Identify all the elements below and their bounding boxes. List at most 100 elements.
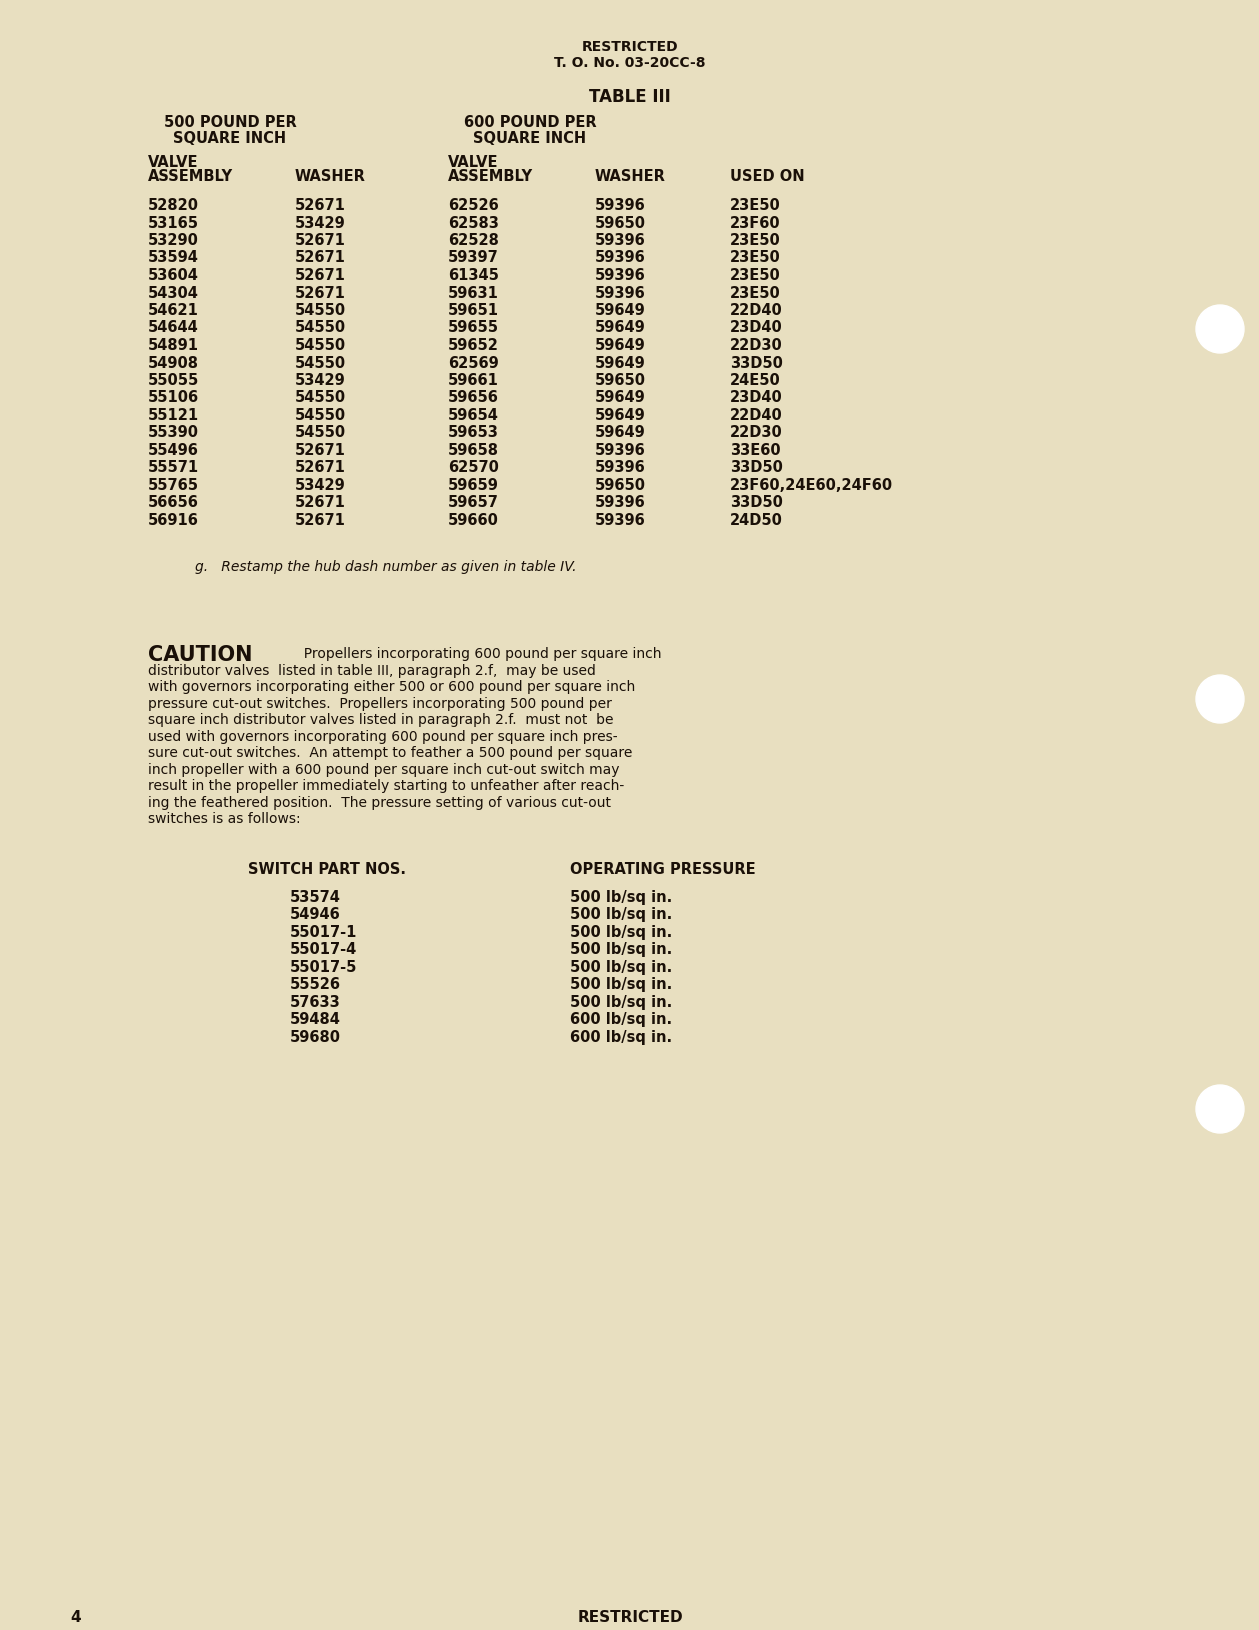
Text: 600 lb/sq in.: 600 lb/sq in.	[570, 1012, 672, 1027]
Text: 59680: 59680	[290, 1030, 341, 1045]
Text: 23E50: 23E50	[730, 251, 781, 266]
Text: 23E50: 23E50	[730, 267, 781, 284]
Text: SQUARE INCH: SQUARE INCH	[473, 130, 587, 147]
Circle shape	[1196, 306, 1244, 354]
Text: 22D30: 22D30	[730, 337, 783, 352]
Text: 500 POUND PER: 500 POUND PER	[164, 116, 296, 130]
Text: 500 lb/sq in.: 500 lb/sq in.	[570, 994, 672, 1009]
Text: 52671: 52671	[295, 513, 346, 528]
Text: ing the feathered position.  The pressure setting of various cut-out: ing the feathered position. The pressure…	[149, 795, 611, 810]
Text: 52671: 52671	[295, 251, 346, 266]
Text: VALVE: VALVE	[448, 155, 499, 170]
Text: 23D40: 23D40	[730, 321, 783, 336]
Text: switches is as follows:: switches is as follows:	[149, 812, 301, 826]
Text: 55390: 55390	[149, 425, 199, 440]
Text: 59650: 59650	[596, 478, 646, 492]
Text: 59396: 59396	[596, 460, 646, 476]
Text: 59631: 59631	[448, 285, 499, 300]
Text: 24E50: 24E50	[730, 373, 781, 388]
Text: 61345: 61345	[448, 267, 499, 284]
Text: pressure cut-out switches.  Propellers incorporating 500 pound per: pressure cut-out switches. Propellers in…	[149, 696, 612, 711]
Text: 54304: 54304	[149, 285, 199, 300]
Text: 52671: 52671	[295, 267, 346, 284]
Text: 59656: 59656	[448, 390, 499, 406]
Text: 22D40: 22D40	[730, 408, 783, 422]
Text: 54946: 54946	[290, 906, 341, 923]
Text: SWITCH PART NOS.: SWITCH PART NOS.	[248, 862, 405, 877]
Text: 55017-5: 55017-5	[290, 960, 358, 975]
Text: 57633: 57633	[290, 994, 341, 1009]
Text: 500 lb/sq in.: 500 lb/sq in.	[570, 924, 672, 939]
Text: 59397: 59397	[448, 251, 499, 266]
Text: 23D40: 23D40	[730, 390, 783, 406]
Circle shape	[1196, 675, 1244, 724]
Text: 22D40: 22D40	[730, 303, 783, 318]
Text: 23F60,24E60,24F60: 23F60,24E60,24F60	[730, 478, 893, 492]
Text: 59650: 59650	[596, 215, 646, 230]
Text: 55121: 55121	[149, 408, 199, 422]
Text: 59655: 59655	[448, 321, 499, 336]
Text: 59657: 59657	[448, 496, 499, 510]
Text: 62569: 62569	[448, 355, 499, 370]
Text: 22D30: 22D30	[730, 425, 783, 440]
Text: 4: 4	[71, 1609, 81, 1623]
Text: 59650: 59650	[596, 373, 646, 388]
Text: USED ON: USED ON	[730, 170, 805, 184]
Text: 33D50: 33D50	[730, 355, 783, 370]
Text: 54621: 54621	[149, 303, 199, 318]
Text: 59396: 59396	[596, 251, 646, 266]
Text: VALVE: VALVE	[149, 155, 199, 170]
Text: 59653: 59653	[448, 425, 499, 440]
Text: 23E50: 23E50	[730, 233, 781, 248]
Text: 62526: 62526	[448, 197, 499, 214]
Text: 59396: 59396	[596, 443, 646, 458]
Text: 54550: 54550	[295, 321, 346, 336]
Text: 62583: 62583	[448, 215, 499, 230]
Text: 59649: 59649	[596, 408, 646, 422]
Text: 500 lb/sq in.: 500 lb/sq in.	[570, 976, 672, 993]
Text: ASSEMBLY: ASSEMBLY	[149, 170, 233, 184]
Text: 59396: 59396	[596, 513, 646, 528]
Text: 54908: 54908	[149, 355, 199, 370]
Text: 54550: 54550	[295, 303, 346, 318]
Text: 53604: 53604	[149, 267, 199, 284]
Text: 53429: 53429	[295, 373, 346, 388]
Text: 54644: 54644	[149, 321, 199, 336]
Text: 52671: 52671	[295, 197, 346, 214]
Text: 55017-1: 55017-1	[290, 924, 358, 939]
Text: CAUTION: CAUTION	[149, 645, 253, 665]
Text: 52671: 52671	[295, 443, 346, 458]
Text: 53165: 53165	[149, 215, 199, 230]
Text: 53574: 53574	[290, 890, 341, 905]
Text: 55017-4: 55017-4	[290, 942, 358, 957]
Text: 62528: 62528	[448, 233, 499, 248]
Text: 33D50: 33D50	[730, 496, 783, 510]
Text: 59649: 59649	[596, 303, 646, 318]
Text: 54891: 54891	[149, 337, 199, 352]
Text: 59649: 59649	[596, 321, 646, 336]
Text: 59658: 59658	[448, 443, 499, 458]
Text: distributor valves  listed in table III, paragraph 2.f,  may be used: distributor valves listed in table III, …	[149, 663, 596, 678]
Text: RESTRICTED: RESTRICTED	[577, 1609, 682, 1623]
Text: 59654: 59654	[448, 408, 499, 422]
Text: WASHER: WASHER	[295, 170, 366, 184]
Text: 500 lb/sq in.: 500 lb/sq in.	[570, 890, 672, 905]
Text: 59396: 59396	[596, 267, 646, 284]
Text: 52671: 52671	[295, 460, 346, 476]
Text: result in the propeller immediately starting to unfeather after reach-: result in the propeller immediately star…	[149, 779, 624, 794]
Text: 59649: 59649	[596, 337, 646, 352]
Text: square inch distributor valves listed in paragraph 2.f.  must not  be: square inch distributor valves listed in…	[149, 712, 613, 727]
Circle shape	[1196, 1086, 1244, 1133]
Text: 600 lb/sq in.: 600 lb/sq in.	[570, 1030, 672, 1045]
Text: 33E60: 33E60	[730, 443, 781, 458]
Text: 59661: 59661	[448, 373, 499, 388]
Text: WASHER: WASHER	[596, 170, 666, 184]
Text: 52671: 52671	[295, 233, 346, 248]
Text: 23F60: 23F60	[730, 215, 781, 230]
Text: 59660: 59660	[448, 513, 499, 528]
Text: 53594: 53594	[149, 251, 199, 266]
Text: 59396: 59396	[596, 285, 646, 300]
Text: TABLE III: TABLE III	[589, 88, 671, 106]
Text: 54550: 54550	[295, 408, 346, 422]
Text: 53429: 53429	[295, 215, 346, 230]
